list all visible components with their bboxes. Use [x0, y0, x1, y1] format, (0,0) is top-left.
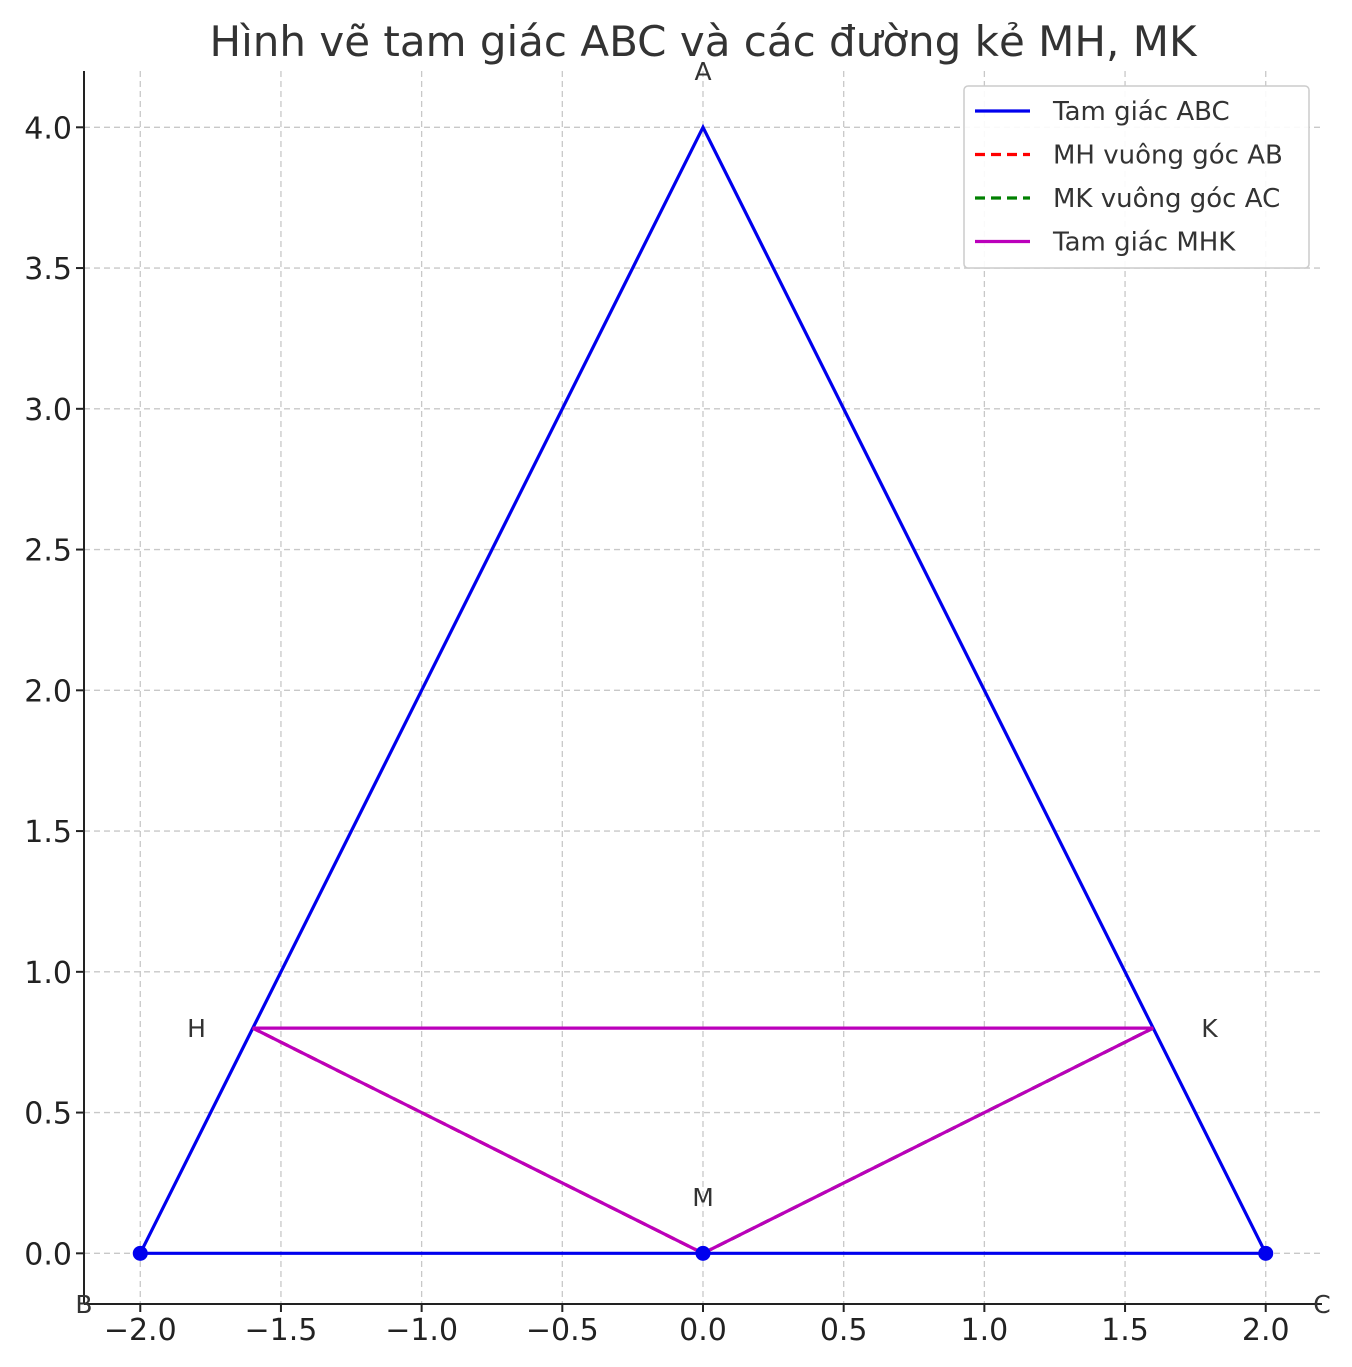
ticks: −2.0 −1.5 −1.0 −0.5 0.0 0.5 1.0 1.5 2.0 0.0 0.5 1.0…	[24, 111, 1289, 1348]
legend-label: Tam giác MHK	[1052, 228, 1236, 258]
x-tick-label: 0.0	[679, 1313, 727, 1348]
point-marker	[132, 1245, 148, 1261]
x-tick-label: −1.0	[385, 1313, 458, 1348]
x-tick-label: −1.5	[245, 1313, 318, 1348]
x-tick-label: −0.5	[526, 1313, 599, 1348]
y-tick-label: 4.0	[24, 111, 72, 146]
y-tick-label: 1.0	[24, 956, 72, 991]
point-label: M	[692, 1183, 714, 1212]
series-line	[252, 1026, 1154, 1255]
legend-label: Tam giác ABC	[1052, 97, 1230, 127]
point-label: C	[1313, 1290, 1330, 1319]
y-tick-label: 3.0	[24, 393, 72, 428]
point-label: B	[75, 1290, 92, 1319]
point-label: A	[694, 57, 711, 86]
x-tick-label: 2.0	[1242, 1313, 1290, 1348]
chart-title: Hình vẽ tam giác ABC và các đường kẻ MH,…	[210, 17, 1198, 66]
y-tick-label: 0.0	[24, 1237, 72, 1272]
x-tick-label: 1.0	[961, 1313, 1009, 1348]
x-tick-label: 0.5	[820, 1313, 868, 1348]
y-tick-label: 0.5	[24, 1097, 72, 1132]
point-marker	[1258, 1245, 1274, 1261]
legend-label: MK vuông góc AC	[1053, 184, 1280, 214]
y-tick-label: 2.0	[24, 674, 72, 709]
y-tick-label: 3.5	[24, 252, 72, 287]
point-label: H	[187, 1014, 206, 1043]
x-tick-label: −2.0	[104, 1313, 177, 1348]
point-marker	[695, 1245, 711, 1261]
legend-frame	[963, 85, 1310, 269]
point-labels: A B C M H K	[75, 57, 1330, 1319]
y-tick-label: 1.5	[24, 815, 72, 850]
y-tick-label: 2.5	[24, 534, 72, 569]
legend: Tam giác ABC MH vuông góc AB MK vuông góc …	[963, 85, 1310, 269]
legend-label: MH vuông góc AB	[1053, 141, 1283, 171]
x-tick-label: 1.5	[1101, 1313, 1149, 1348]
point-label: K	[1201, 1014, 1218, 1043]
plot-area	[132, 123, 1274, 1261]
